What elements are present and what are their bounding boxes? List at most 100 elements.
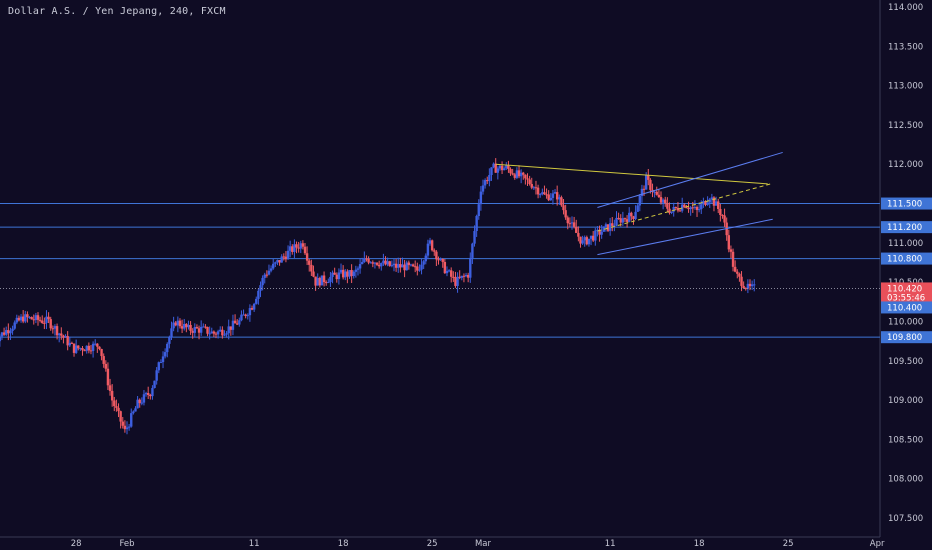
- candle-body: [269, 268, 273, 271]
- price-tick-label: 112.000: [888, 160, 923, 170]
- candle-body: [683, 204, 686, 208]
- candle-body: [144, 393, 148, 395]
- candle-body: [248, 308, 252, 316]
- candle-body: [483, 180, 487, 186]
- candle-body: [733, 266, 737, 272]
- candle-body: [623, 218, 627, 220]
- candle-body: [314, 276, 317, 286]
- candle-body: [85, 345, 88, 351]
- time-tick-label: 18: [338, 539, 349, 549]
- candle-body: [691, 207, 694, 209]
- candle-body: [702, 201, 705, 205]
- candle-body: [441, 258, 444, 262]
- candle-body: [642, 188, 646, 190]
- candle-body: [399, 264, 402, 268]
- candle-body: [117, 407, 120, 412]
- level-price-tag: 109.800: [881, 331, 932, 344]
- bar-countdown-tag: 03:55:46: [881, 291, 932, 304]
- candle-body: [628, 212, 631, 222]
- candle-body: [469, 257, 472, 278]
- level-price-tag-text: 111.200: [887, 223, 922, 233]
- candle-body: [721, 214, 724, 216]
- candle-body: [252, 303, 256, 310]
- candle-body: [74, 345, 78, 353]
- level-price-tag: 111.200: [881, 221, 932, 234]
- price-tick-label: 107.500: [888, 514, 923, 524]
- candle-body: [221, 329, 224, 336]
- candle-body: [2, 332, 6, 335]
- candle-body: [308, 260, 311, 265]
- candle-body: [668, 208, 671, 213]
- level-price-tag-box: [881, 252, 932, 265]
- candle-body: [316, 278, 319, 286]
- candle-body: [346, 271, 349, 277]
- time-tick-label: 28: [71, 539, 82, 549]
- resistance-trend-line[interactable]: [495, 163, 768, 185]
- candle-body: [274, 262, 277, 264]
- candle-body: [547, 194, 550, 201]
- candle-body: [187, 324, 190, 328]
- candle-body: [674, 206, 678, 208]
- candle-body: [433, 250, 436, 252]
- candle-body: [475, 216, 478, 232]
- channel-lower-line[interactable]: [597, 218, 773, 256]
- candle-body: [753, 284, 756, 286]
- candle-body: [655, 191, 658, 195]
- candle-body: [367, 258, 370, 263]
- candle-body: [339, 269, 343, 273]
- candle-body: [255, 298, 258, 304]
- candle-body: [676, 207, 680, 211]
- candle-body: [570, 222, 574, 224]
- candle-body: [625, 219, 629, 222]
- candle-body: [594, 230, 597, 241]
- channel-upper-line[interactable]: [597, 151, 783, 208]
- candle-body: [208, 333, 211, 335]
- candle-body: [407, 262, 411, 266]
- candle-body: [375, 262, 379, 265]
- candle-body: [7, 330, 10, 334]
- candle-body: [297, 247, 300, 249]
- channel-mid-dashed-line[interactable]: [597, 183, 771, 232]
- time-tick-label: Feb: [119, 539, 134, 549]
- candle-body: [49, 319, 52, 329]
- candle-body: [439, 258, 442, 260]
- candle-body: [265, 274, 269, 276]
- candle-body: [104, 363, 108, 369]
- candle-body: [276, 260, 279, 263]
- candle-body: [640, 188, 644, 196]
- candle-body: [363, 258, 366, 263]
- candle-body: [653, 191, 656, 193]
- candle-body: [568, 223, 572, 225]
- candle-body: [193, 327, 197, 333]
- candle-body: [572, 222, 576, 227]
- candle-body: [233, 320, 237, 324]
- candle-body: [0, 332, 4, 337]
- candle-body: [240, 314, 243, 321]
- candle-body: [134, 408, 137, 412]
- candle-body: [183, 323, 186, 329]
- time-tick-label: 18: [694, 539, 705, 549]
- candle-body: [670, 211, 673, 213]
- candle-body: [235, 323, 239, 325]
- candle-body: [748, 283, 752, 287]
- candle-body: [231, 320, 235, 330]
- candle-body: [115, 406, 118, 408]
- candle-body: [335, 274, 338, 280]
- candle-body: [602, 226, 605, 232]
- time-tick-label: 11: [249, 539, 260, 549]
- candle-body: [746, 283, 750, 289]
- candle-body: [172, 322, 175, 329]
- candle-body: [615, 217, 618, 226]
- price-tick-label: 112.500: [888, 121, 923, 131]
- candle-body: [562, 205, 565, 211]
- candle-body: [140, 402, 144, 404]
- time-tick-label: 11: [605, 539, 616, 549]
- candle-body: [649, 179, 652, 190]
- candle-body: [689, 207, 692, 210]
- candle-body: [411, 264, 415, 267]
- candle-body: [30, 317, 33, 320]
- price-tick-label: 113.500: [888, 42, 923, 52]
- candle-body: [176, 320, 180, 326]
- candle-body: [210, 331, 213, 334]
